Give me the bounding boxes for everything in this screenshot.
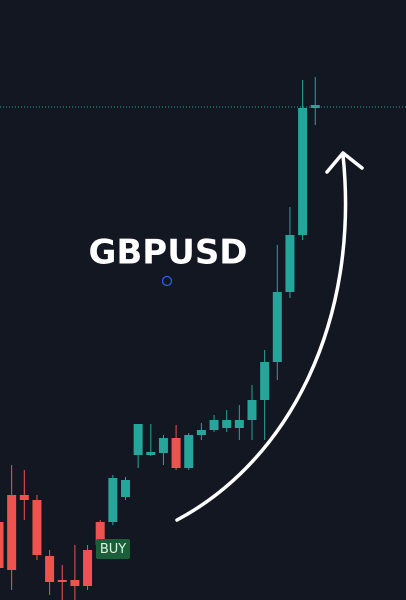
candle-body	[222, 420, 232, 428]
candle-body	[19, 495, 29, 500]
candle-body	[184, 435, 194, 468]
candle-body	[70, 580, 80, 586]
candle-body	[83, 550, 93, 586]
candle-body	[209, 420, 219, 430]
candle-body	[298, 108, 308, 235]
candle-body	[196, 430, 206, 435]
candle-body	[285, 235, 295, 292]
candle-body	[247, 400, 257, 420]
candle-body	[171, 438, 181, 468]
candle-body	[0, 522, 4, 568]
candle-body	[146, 452, 156, 455]
candle-body	[272, 292, 282, 362]
candle-body	[158, 438, 168, 453]
candle-body	[7, 495, 17, 570]
candle-body	[121, 480, 130, 497]
cursor-dot	[161, 275, 173, 287]
chart-title: GBPUSD	[88, 233, 247, 273]
candles	[0, 77, 406, 600]
candle-body	[310, 105, 320, 108]
buy-label: BUY	[100, 542, 126, 557]
candle-body	[108, 478, 118, 522]
candle-body	[95, 522, 105, 545]
arrow-head	[325, 151, 364, 174]
candle-body	[45, 556, 55, 582]
candle-body	[133, 424, 143, 455]
candle-body	[234, 420, 244, 428]
arrow	[175, 153, 348, 522]
candle-body	[32, 500, 42, 555]
candle-body	[260, 362, 270, 400]
candle-body	[57, 580, 67, 582]
buy-badge	[96, 539, 130, 559]
